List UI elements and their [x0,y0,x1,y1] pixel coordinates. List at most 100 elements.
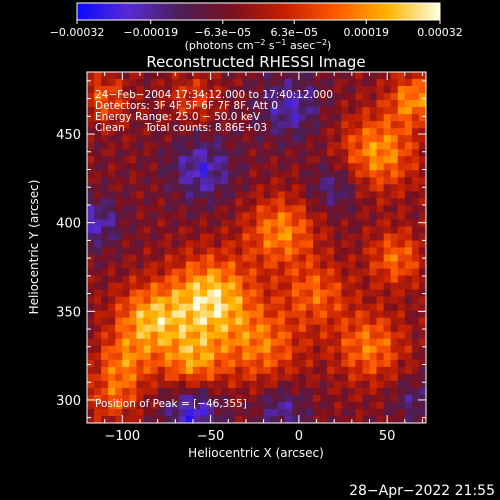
heatmap-cell [214,380,222,389]
heatmap-cell [200,380,208,389]
heatmap-cell [348,317,356,326]
heatmap-cell [249,163,257,171]
heatmap-cell [207,156,215,164]
heatmap-cell [185,380,194,389]
heatmap-cell [298,79,307,87]
heatmap-cell [383,352,392,361]
heatmap-cell [305,86,314,94]
heatmap-cell [284,289,293,298]
heatmap-cell [129,373,137,382]
heatmap-cell [418,282,426,291]
x-tick-label: 50 [379,429,396,444]
heatmap-cell [129,247,137,255]
heatmap-cell [178,296,187,305]
heatmap-cell [369,191,377,199]
heatmap-cell [221,324,229,333]
heatmap-cell [150,205,159,213]
heatmap-cell [178,184,187,192]
heatmap-cell [143,219,151,227]
heatmap-cell [157,205,166,213]
heatmap-cell [136,394,144,403]
heatmap-cell [136,212,144,220]
heatmap-cell [143,275,151,283]
heatmap-cell [178,359,187,368]
heatmap-cell [383,275,392,283]
heatmap-cell [136,121,144,129]
heatmap-cell [235,359,243,368]
heatmap-cell [185,177,194,185]
heatmap-cell [115,233,123,241]
heatmap-cell [390,394,399,403]
heatmap-cell [284,86,293,94]
heatmap-cell [418,170,426,178]
heatmap-cell [355,107,363,115]
heatmap-cell [108,331,116,340]
heatmap-cell [171,86,180,94]
heatmap-cell [235,331,243,340]
heatmap-cell [376,275,385,283]
heatmap-cell [277,408,286,417]
heatmap-cell [129,394,137,403]
heatmap-cell [305,170,314,178]
heatmap-cell [115,331,123,340]
heatmap-cell [284,359,293,368]
heatmap-cell [101,198,109,206]
heatmap-cell [136,275,144,283]
heatmap-cell [369,415,377,423]
heatmap-cell [122,198,130,206]
heatmap-cell [214,296,222,305]
heatmap-cell [313,261,321,269]
heatmap-cell [94,387,102,396]
heatmap-cell [249,366,257,375]
heatmap-cell [192,163,201,171]
heatmap-cell [129,261,137,269]
heatmap-cell [284,142,293,150]
heatmap-cell [390,247,399,255]
heatmap-cell [207,219,215,227]
heatmap-cell [221,233,229,241]
heatmap-cell [108,261,116,269]
heatmap-cell [136,177,144,185]
heatmap-cell [192,359,201,368]
heatmap-cell [348,282,356,291]
heatmap-cell [348,93,356,101]
heatmap-cell [390,380,399,389]
heatmap-cell [157,198,166,206]
heatmap-cell [171,142,180,150]
heatmap-cell [270,324,279,333]
heatmap-cell [348,373,356,382]
heatmap-cell [235,142,243,150]
heatmap-cell [390,170,399,178]
heatmap-cell [298,121,307,129]
heatmap-cell [369,310,377,319]
heatmap-cell [178,163,187,171]
heatmap-cell [270,394,279,403]
heatmap-cell [242,184,250,192]
heatmap-cell [376,331,385,340]
heatmap-cell [263,254,272,262]
heatmap-cell [404,317,413,326]
heatmap-cell [185,345,194,354]
heatmap-cell [263,93,272,101]
heatmap-cell [376,352,385,361]
heatmap-cell [341,170,349,178]
heatmap-cell [305,128,314,136]
heatmap-cell [397,345,406,354]
heatmap-cell [334,275,342,283]
heatmap-cell [171,296,180,305]
heatmap-cell [164,394,173,403]
heatmap-cell [101,331,109,340]
heatmap-cell [277,226,286,234]
heatmap-cell [200,261,208,269]
heatmap-cell [270,401,279,410]
heatmap-cell [94,212,102,220]
heatmap-cell [404,191,413,199]
heatmap-cell [270,408,279,417]
heatmap-cell [108,380,116,389]
heatmap-cell [355,247,363,255]
heatmap-cell [376,303,385,312]
heatmap-cell [157,296,166,305]
heatmap-cell [298,100,307,108]
heatmap-cell [143,282,151,291]
heatmap-cell [341,163,349,171]
